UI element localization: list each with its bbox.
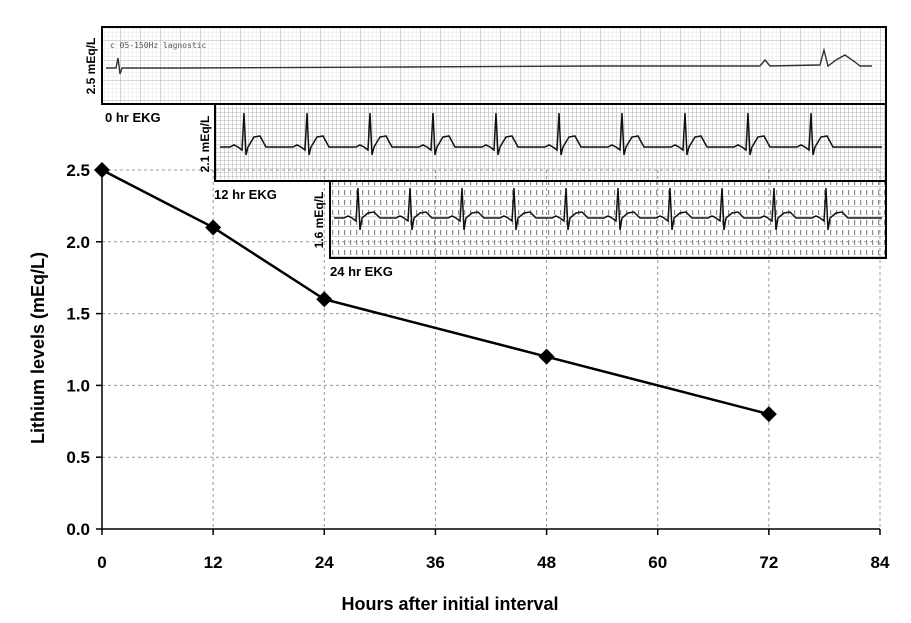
x-tick-label-7: 84 — [871, 553, 890, 572]
ekg-strip-12hr: 2.1 mEq/L 12 hr EKG — [198, 103, 887, 202]
data-point-2 — [316, 291, 333, 308]
data-point-3 — [538, 348, 555, 365]
y-tick-label-2: 1.0 — [66, 376, 90, 395]
y-tick-label-1: 0.5 — [66, 448, 90, 467]
data-point-0 — [94, 162, 110, 178]
ekg-strip-0hr-header: c 05-150Hz lagnostic — [110, 41, 207, 50]
ekg-strip-0hr-paper — [101, 26, 887, 105]
ekg-strip-0hr-level: 2.5 mEq/L — [84, 38, 98, 95]
y-axis-title: Lithium levels (mEq/L) — [28, 252, 48, 444]
ekg-strip-0hr-trace — [106, 47, 872, 75]
ekg-strip-0hr: c 05-150Hz lagnostic 2.5 mEq/L 0 hr EKG — [84, 26, 887, 125]
ekg-strip-12hr-trace — [220, 112, 882, 156]
x-tick-label-1: 12 — [204, 553, 223, 572]
tick-labels: 0.0 0.5 1.0 1.5 2.0 2.5 0 12 24 36 48 60 72 84 — [66, 161, 890, 572]
series-lithium — [94, 162, 777, 423]
data-point-1 — [205, 219, 222, 236]
y-tick-label-5: 2.5 — [66, 161, 90, 180]
x-tick-label-4: 48 — [537, 553, 556, 572]
ekg-strip-0hr-caption: 0 hr EKG — [105, 110, 161, 125]
ekg-strip-24hr-caption: 24 hr EKG — [330, 264, 393, 279]
ekg-strip-12hr-caption: 12 hr EKG — [214, 187, 277, 202]
y-tick-label-0: 0.0 — [66, 520, 90, 539]
axes — [96, 169, 881, 535]
ekg-strip-24hr-level: 1.6 mEq/L — [312, 192, 326, 249]
x-tick-label-5: 60 — [648, 553, 667, 572]
x-tick-label-2: 24 — [315, 553, 334, 572]
x-tick-label-0: 0 — [97, 553, 106, 572]
data-point-4 — [760, 406, 777, 423]
ekg-strip-12hr-paper — [214, 103, 887, 182]
ekg-strip-24hr-paper — [329, 180, 887, 259]
x-tick-label-6: 72 — [759, 553, 778, 572]
ekg-strip-24hr-trace — [334, 187, 882, 231]
ekg-strip-24hr: 1.6 mEq/L 24 hr EKG — [312, 180, 887, 279]
x-axis-title: Hours after initial interval — [341, 594, 558, 614]
y-tick-label-4: 2.0 — [66, 233, 90, 252]
ekg-strip-12hr-level: 2.1 mEq/L — [198, 116, 212, 173]
y-tick-label-3: 1.5 — [66, 305, 90, 324]
x-tick-label-3: 36 — [426, 553, 445, 572]
